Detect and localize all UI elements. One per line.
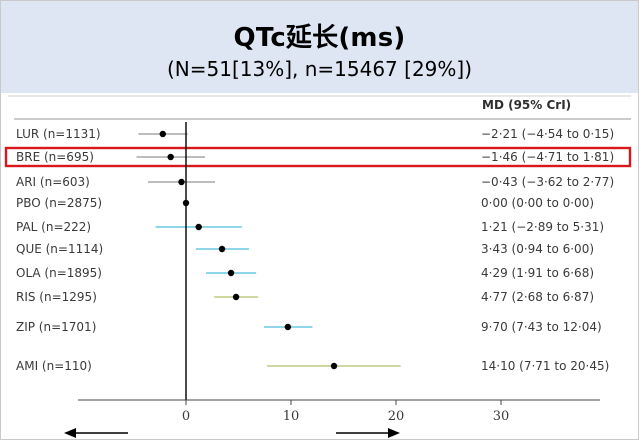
row-label-que: QUE (n=1114)	[16, 242, 103, 256]
row-label-zip: ZIP (n=1701)	[16, 320, 96, 334]
chart-subtitle: (N=51[13%], n=15467 [29%])	[166, 57, 473, 81]
x-tick-label-20: 20	[388, 409, 405, 424]
point-estimate-que	[218, 245, 226, 253]
row-label-ola: OLA (n=1895)	[16, 266, 102, 280]
ci-value-lur: −2·21 (−4·54 to 0·15)	[481, 127, 614, 141]
row-label-ari: ARI (n=603)	[16, 175, 90, 189]
row-label-pal: PAL (n=222)	[16, 220, 91, 234]
ci-column-header: MD (95% CrI)	[482, 98, 571, 112]
point-estimate-ris	[232, 293, 240, 301]
ci-value-ari: −0·43 (−3·62 to 2·77)	[481, 175, 614, 189]
title-banner: QTc延长(ms) (N=51[13%], n=15467 [29%])	[1, 1, 638, 93]
rows-layer: LUR (n=1131) −2·21 (−4·54 to 0·15) BRE (n=…	[4, 127, 632, 373]
x-tick-label-0: 0	[182, 409, 190, 424]
ci-value-ami: 14·10 (7·71 to 20·45)	[481, 359, 609, 373]
highlight-box-bre	[4, 146, 632, 168]
point-estimate-pal	[195, 223, 202, 231]
row-label-pbo: PBO (n=2875)	[16, 196, 102, 210]
ci-value-que: 3·43 (0·94 to 6·00)	[481, 242, 594, 256]
direction-arrows	[64, 428, 400, 438]
row-label-ami: AMI (n=110)	[16, 359, 92, 373]
point-estimate-ami	[330, 362, 338, 370]
x-axis: 0 10 20 30	[78, 122, 600, 424]
point-estimate-lur	[159, 130, 166, 138]
ci-value-bre: −1·46 (−4·71 to 1·81)	[481, 150, 614, 164]
right-arrow-head	[388, 428, 400, 438]
ci-value-ola: 4·29 (1·91 to 6·68)	[481, 266, 594, 280]
row-label-ris: RIS (n=1295)	[16, 290, 97, 304]
x-tick-label-30: 30	[493, 409, 510, 424]
point-estimate-ari	[178, 178, 185, 186]
ci-value-ris: 4·77 (2·68 to 6·87)	[481, 290, 594, 304]
point-estimate-ola	[227, 269, 235, 277]
x-tick-label-10: 10	[283, 409, 300, 424]
ci-value-pbo: 0·00 (0·00 to 0·00)	[481, 196, 594, 210]
row-label-lur: LUR (n=1131)	[16, 127, 101, 141]
chart-title: QTc延长(ms)	[233, 23, 406, 53]
left-arrow-head	[64, 428, 76, 438]
row-label-bre: BRE (n=695)	[16, 150, 94, 164]
point-estimate-bre	[167, 153, 174, 161]
ci-value-zip: 9·70 (7·43 to 12·04)	[481, 320, 602, 334]
point-estimate-zip	[284, 323, 292, 331]
ci-value-pal: 1·21 (−2·89 to 5·31)	[481, 220, 604, 234]
